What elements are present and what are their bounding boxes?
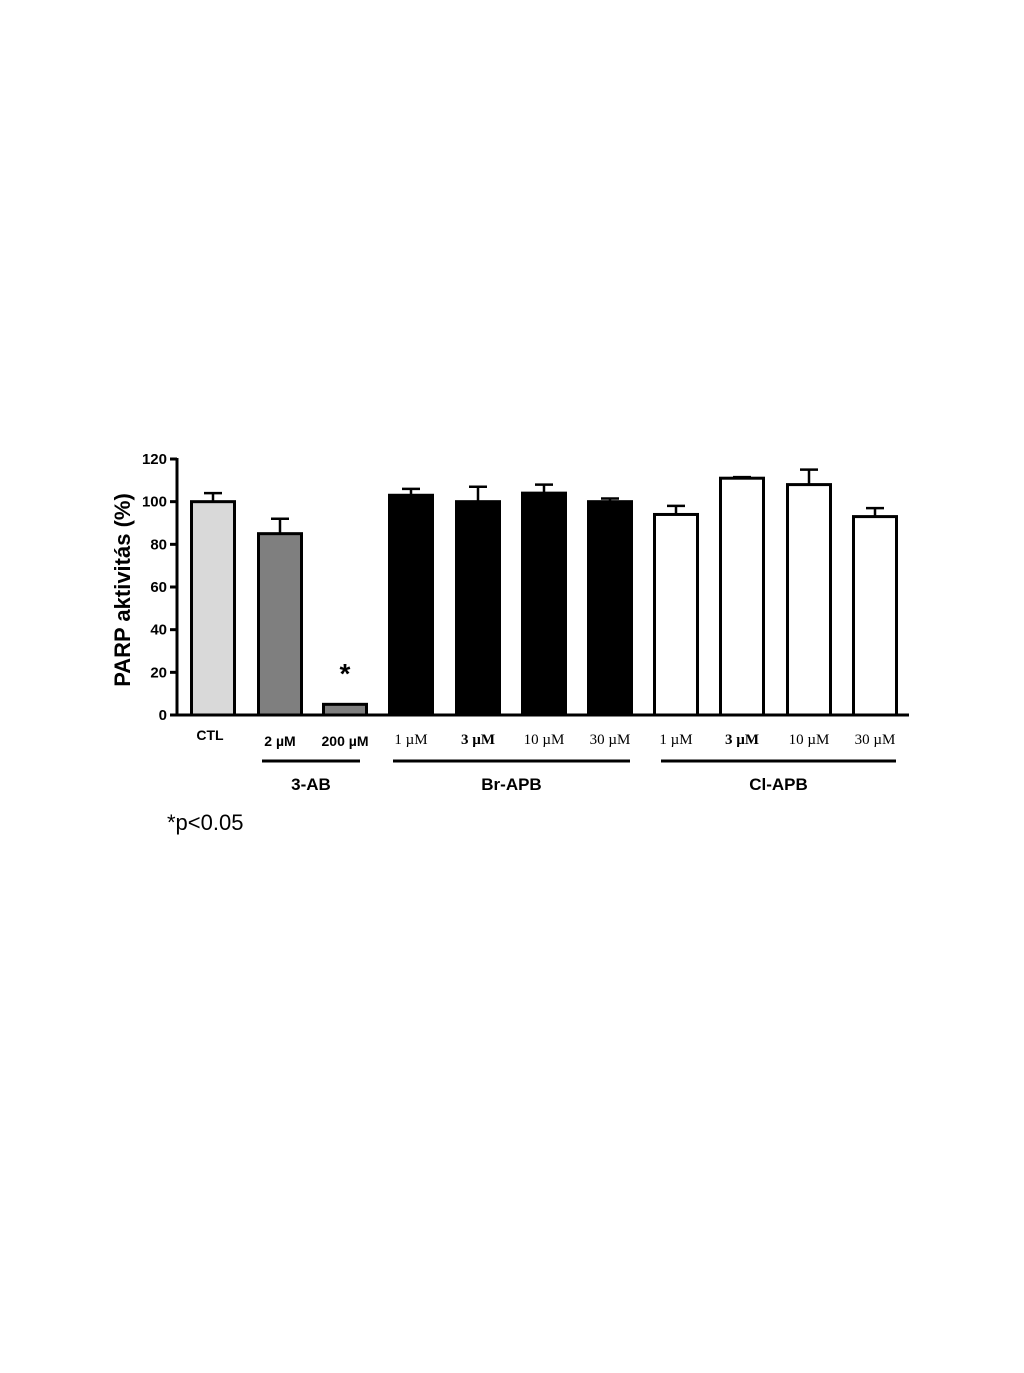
- bar: [257, 532, 303, 717]
- bar: [455, 500, 501, 717]
- bars: [190, 468, 898, 717]
- category-label: 30 µM: [855, 732, 896, 748]
- y-tick-label: 120: [142, 451, 167, 468]
- y-tick-label: 20: [150, 664, 167, 681]
- category-label: 10 µM: [789, 732, 830, 748]
- bar: [786, 483, 832, 717]
- category-label: 3 µM: [725, 732, 759, 748]
- y-axis-label: PARP aktivitás (%): [110, 493, 135, 687]
- bar: [388, 493, 434, 717]
- category-label: 10 µM: [524, 732, 565, 748]
- y-tick-label: 40: [150, 622, 167, 639]
- y-tick-label: 0: [159, 707, 167, 724]
- bar: [653, 512, 699, 717]
- group-label: Br-APB: [481, 775, 541, 794]
- bar: [322, 702, 368, 717]
- bar: [587, 500, 633, 717]
- y-tick-label: 60: [150, 579, 167, 596]
- y-tick-label: 100: [142, 494, 167, 511]
- category-label: 2 µM: [264, 733, 295, 749]
- category-label: 1 µM: [659, 732, 692, 748]
- significance-star: *: [340, 658, 351, 689]
- group-label: 3-AB: [291, 775, 331, 794]
- significance-footnote: *p<0.05: [167, 810, 244, 835]
- group-label: Cl-APB: [749, 775, 808, 794]
- y-tick-label: 80: [150, 536, 167, 553]
- category-label: 30 µM: [590, 732, 631, 748]
- category-label: 3 µM: [461, 732, 495, 748]
- category-label: CTL: [196, 727, 224, 743]
- category-label: 1 µM: [394, 732, 427, 748]
- bar: [190, 500, 236, 717]
- bar: [719, 476, 765, 717]
- bar: [852, 515, 898, 717]
- labels: CTL 2 µM 200 µM 1 µM 3 µM 10 µM 30 µM 1 µM 3 µM 1…: [196, 658, 896, 794]
- bar: [521, 491, 567, 717]
- category-label: 200 µM: [322, 733, 369, 749]
